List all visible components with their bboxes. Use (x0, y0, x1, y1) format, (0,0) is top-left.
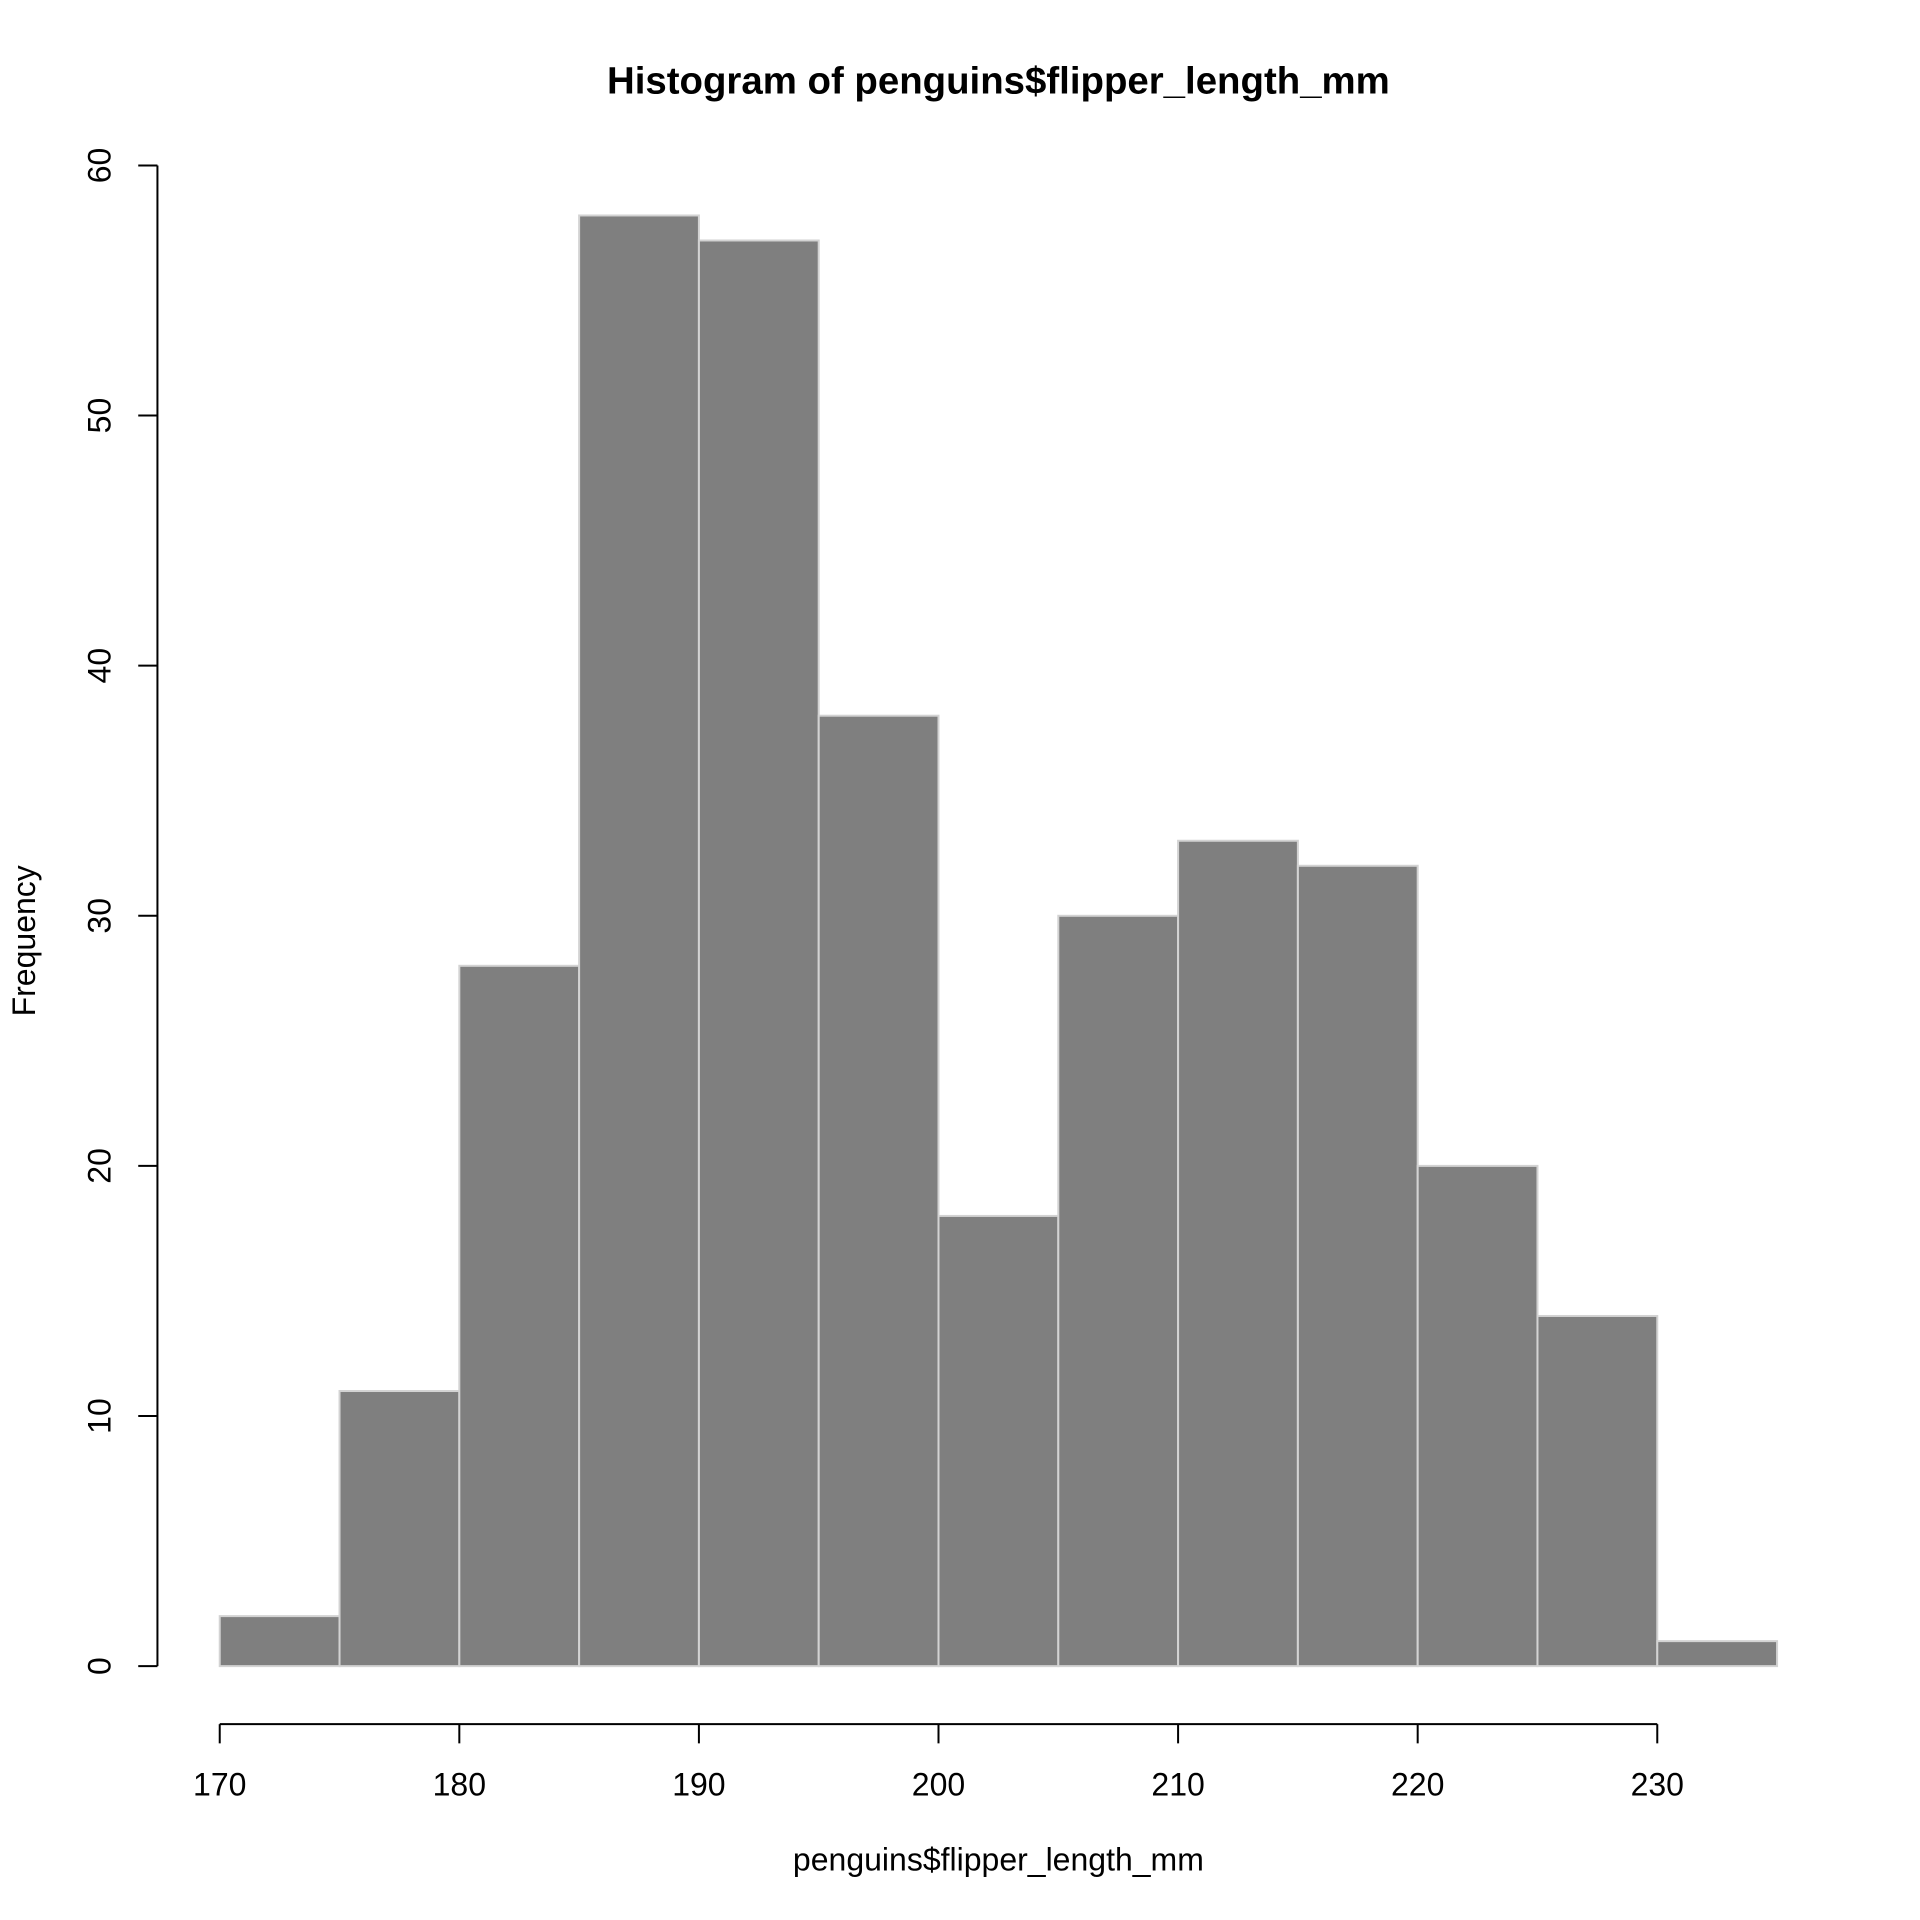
svg-text:penguins$flipper_length_mm: penguins$flipper_length_mm (793, 1841, 1204, 1877)
svg-text:40: 40 (82, 648, 118, 684)
svg-text:200: 200 (912, 1767, 965, 1803)
svg-text:Histogram of penguins$flipper_: Histogram of penguins$flipper_length_mm (607, 59, 1390, 102)
svg-text:0: 0 (82, 1657, 118, 1675)
svg-text:Frequency: Frequency (6, 865, 42, 1016)
svg-text:20: 20 (82, 1148, 118, 1184)
svg-text:30: 30 (82, 898, 118, 934)
svg-text:10: 10 (82, 1398, 118, 1434)
svg-text:230: 230 (1631, 1767, 1684, 1803)
svg-text:50: 50 (82, 398, 118, 434)
svg-text:180: 180 (433, 1767, 486, 1803)
svg-text:170: 170 (193, 1767, 246, 1803)
svg-text:220: 220 (1391, 1767, 1444, 1803)
svg-text:60: 60 (82, 148, 118, 184)
svg-text:190: 190 (672, 1767, 725, 1803)
svg-text:210: 210 (1151, 1767, 1204, 1803)
